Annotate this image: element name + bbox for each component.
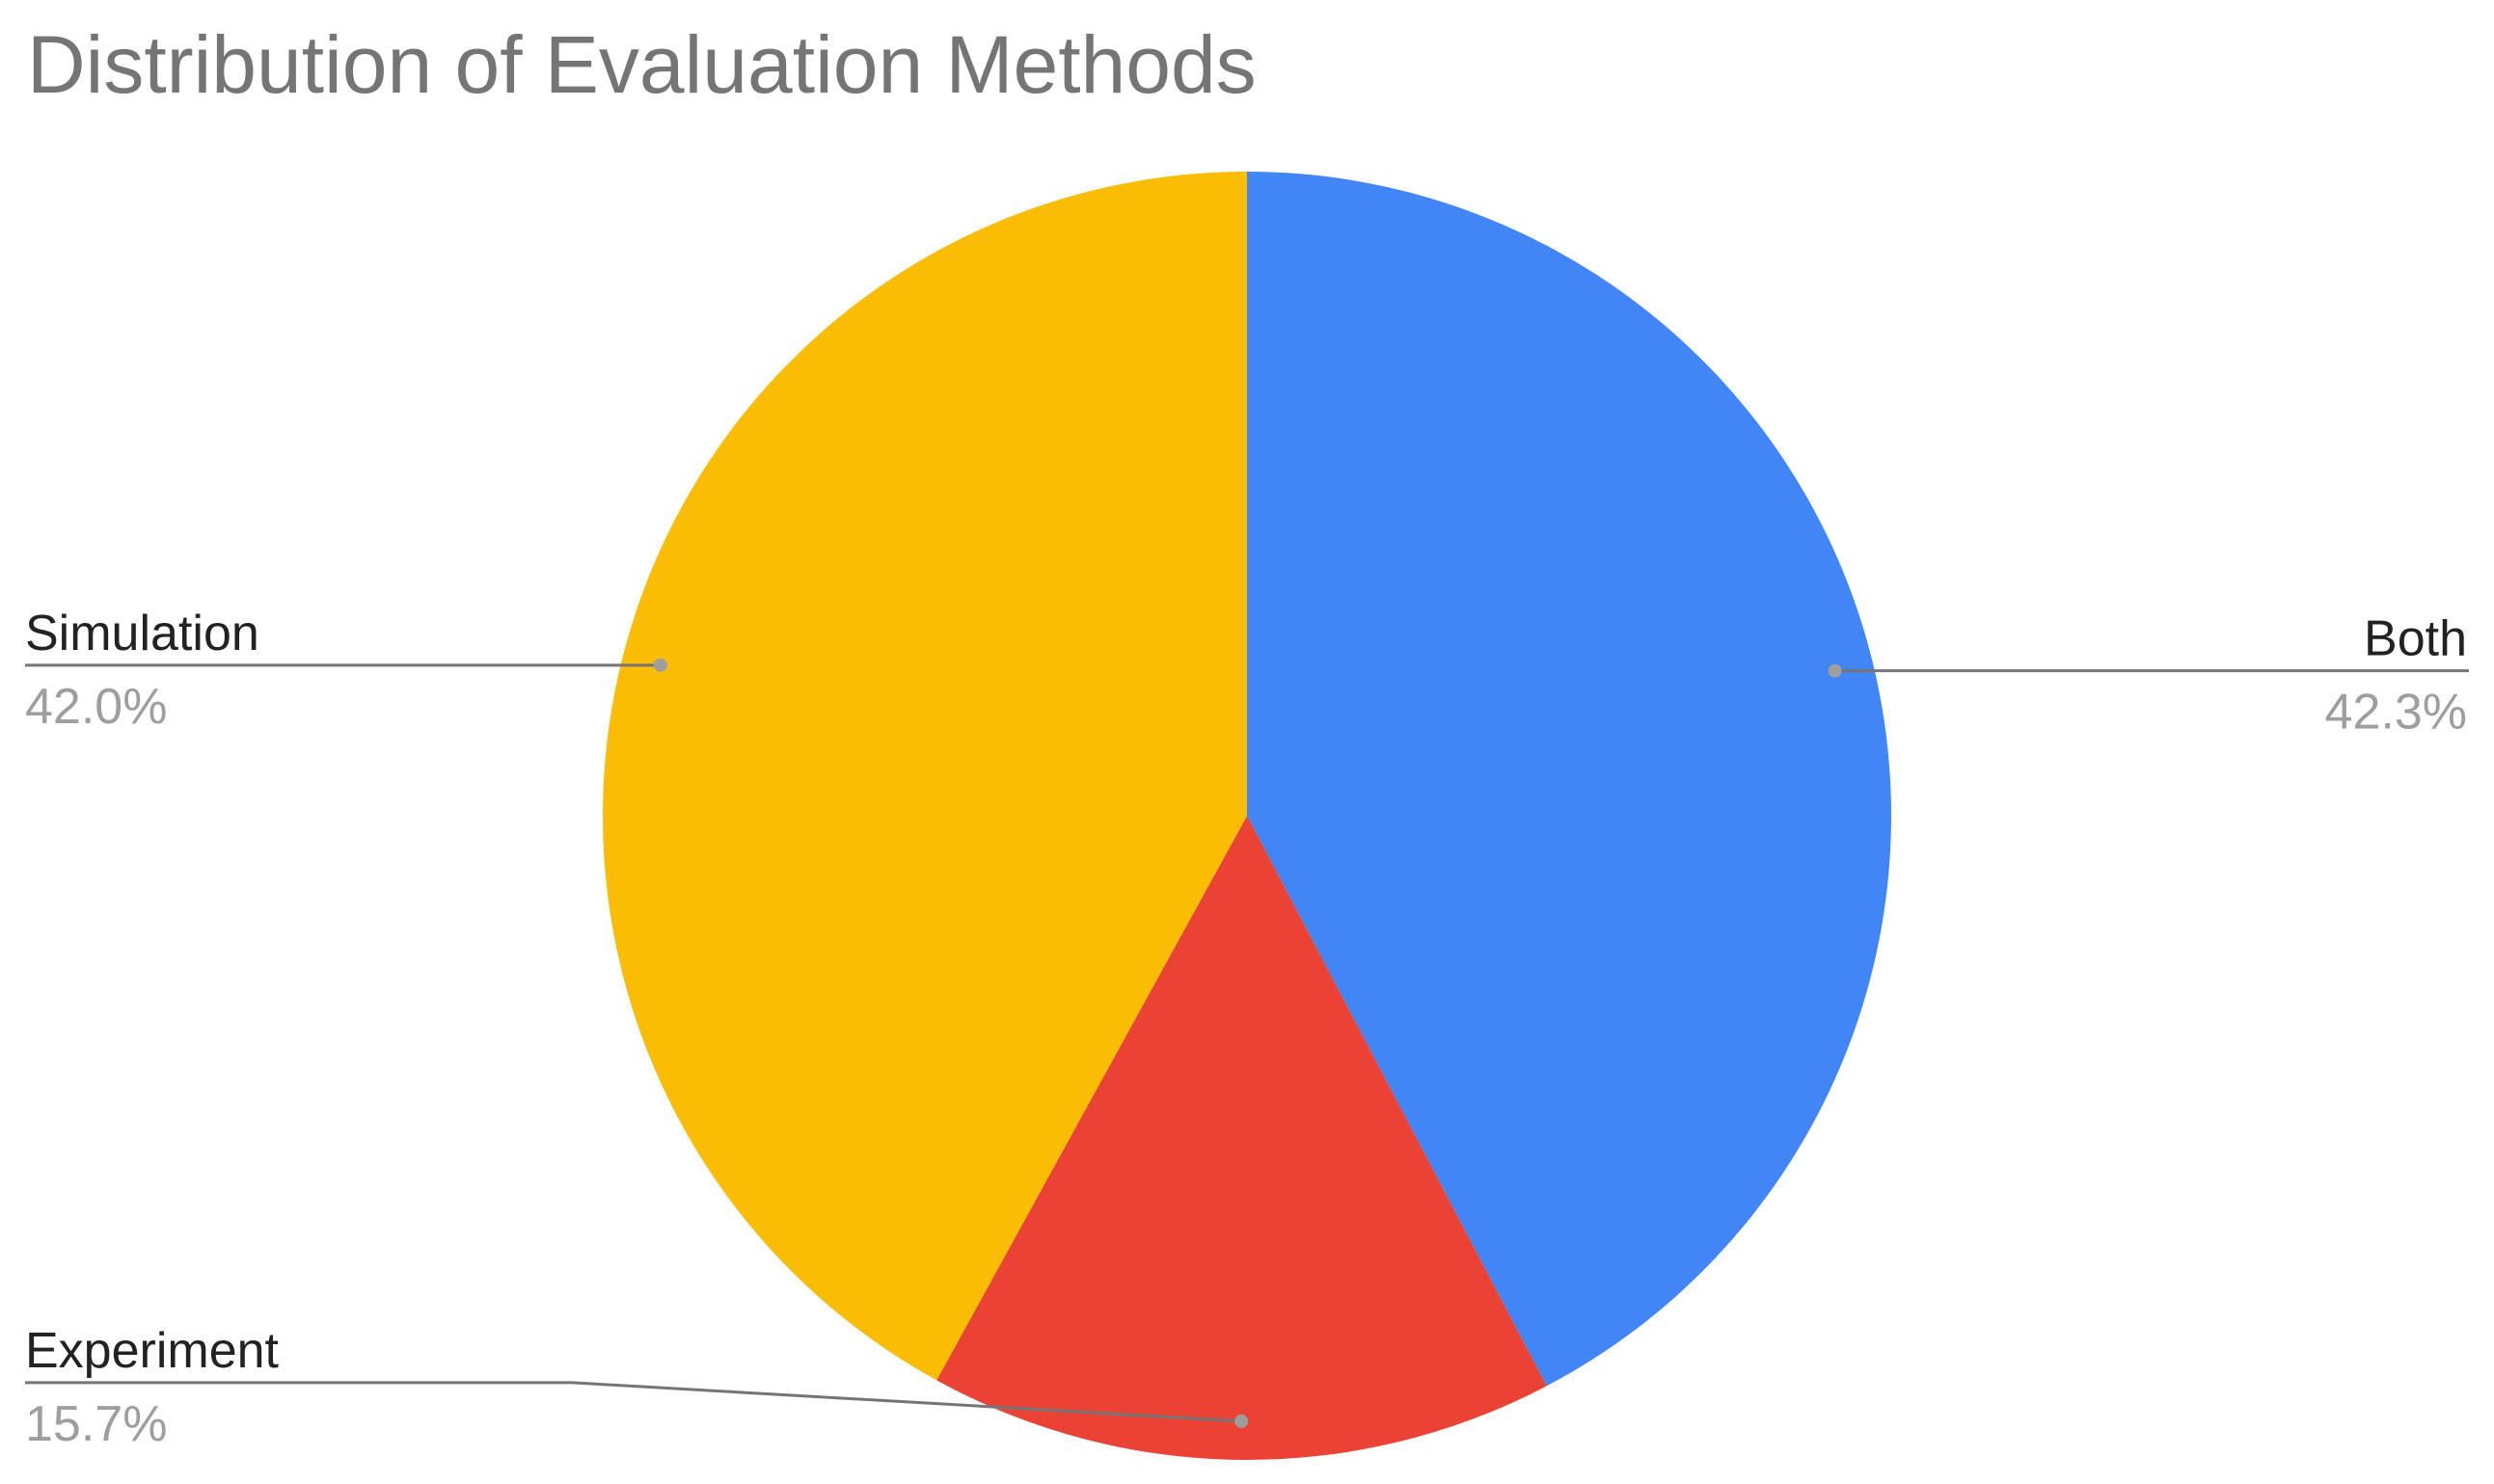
pie-slice — [603, 172, 1247, 1381]
slice-value-label: 15.7% — [25, 1396, 167, 1452]
leader-dot — [1234, 1414, 1249, 1428]
pie-slice — [936, 816, 1547, 1460]
slice-label: Experiment — [25, 1323, 280, 1379]
leader-line — [25, 1381, 1242, 1423]
slice-label: Both — [2364, 611, 2467, 667]
chart-title: Distribution of Evaluation Methods — [27, 19, 1257, 110]
slice-value-label: 42.3% — [2325, 685, 2467, 741]
slice-label: Simulation — [25, 606, 259, 661]
pie-slice — [1247, 172, 1891, 1387]
leader-dot — [653, 658, 667, 672]
leader-dot — [1828, 663, 1842, 678]
slice-value-label: 42.0% — [25, 679, 167, 735]
